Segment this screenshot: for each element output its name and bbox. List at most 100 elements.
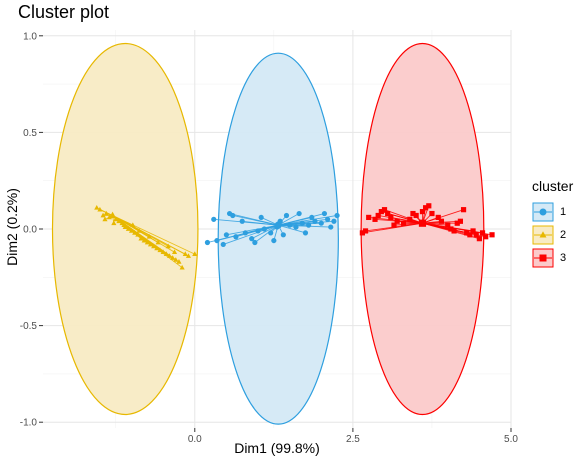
x-tick-label: 2.5: [346, 434, 360, 445]
y-tick-label: 1.0: [23, 31, 37, 42]
point-cluster-2: [185, 253, 192, 258]
point-cluster-2: [94, 204, 100, 210]
point-cluster-2: [163, 251, 169, 256]
point-cluster-3: [448, 226, 454, 232]
legend-item-1: 1: [532, 200, 573, 223]
point-cluster-3: [400, 220, 407, 226]
cluster-ellipses: [51, 42, 485, 425]
point-cluster-1: [255, 228, 261, 234]
legend-label-1: 1: [560, 205, 567, 218]
point-cluster-2: [155, 239, 161, 245]
point-cluster-2: [173, 257, 179, 262]
point-cluster-3: [362, 228, 369, 234]
legend-key-2: [532, 225, 554, 244]
point-cluster-3: [378, 209, 384, 215]
spoke-1: [278, 224, 306, 234]
axis-ticks: [39, 35, 512, 432]
point-cluster-3: [375, 212, 381, 219]
point-cluster-2: [171, 249, 178, 255]
point-cluster-2: [136, 228, 142, 233]
point-cluster-1: [306, 222, 312, 228]
point-cluster-3: [479, 230, 486, 236]
point-cluster-1: [334, 212, 340, 219]
centroid-cluster-3: [418, 219, 427, 227]
point-cluster-3: [423, 205, 429, 211]
legend-key-marker: [539, 208, 547, 215]
point-cluster-3: [385, 210, 391, 217]
point-cluster-3: [483, 234, 489, 240]
point-cluster-2: [147, 241, 154, 247]
point-cluster-3: [359, 230, 365, 236]
point-cluster-1: [324, 216, 331, 222]
chart-title: Cluster plot: [18, 2, 110, 22]
point-cluster-3: [438, 218, 445, 224]
x-axis-label: Dim1 (99.8%): [234, 440, 320, 456]
point-cluster-2: [154, 245, 160, 251]
point-cluster-3: [457, 218, 464, 224]
point-cluster-1: [204, 239, 211, 246]
point-cluster-1: [309, 214, 315, 221]
legend-key-1: [532, 202, 554, 221]
cluster-centroids: [109, 211, 427, 229]
point-cluster-1: [258, 214, 264, 221]
point-cluster-1: [280, 232, 286, 238]
legend-item-2: 2: [532, 223, 573, 246]
point-cluster-2: [165, 243, 171, 249]
spoke-2: [112, 215, 175, 253]
point-cluster-3: [394, 218, 400, 224]
point-cluster-1: [220, 241, 226, 248]
point-cluster-2: [121, 222, 127, 228]
point-cluster-1: [249, 236, 255, 242]
point-cluster-3: [473, 232, 479, 238]
point-cluster-1: [214, 237, 220, 244]
point-cluster-2: [102, 216, 108, 222]
point-cluster-2: [103, 210, 109, 216]
legend-label-2: 2: [560, 228, 567, 241]
cluster-ellipse-3: [360, 42, 485, 416]
point-cluster-2: [160, 249, 166, 255]
point-cluster-2: [97, 206, 103, 212]
centroid-cluster-2: [109, 211, 117, 219]
point-cluster-1: [283, 212, 290, 219]
cluster-ellipse-2: [51, 42, 199, 416]
point-cluster-2: [128, 228, 135, 233]
spoke-1: [278, 213, 325, 226]
legend-key-marker: [539, 230, 547, 238]
point-cluster-3: [489, 232, 495, 238]
point-cluster-1: [223, 232, 230, 238]
y-tick-label: -1.0: [20, 418, 38, 429]
point-cluster-3: [391, 222, 397, 228]
point-cluster-3: [366, 214, 372, 221]
point-cluster-2: [192, 251, 198, 256]
point-cluster-3: [476, 236, 482, 242]
point-cluster-1: [328, 224, 334, 230]
point-cluster-3: [464, 230, 470, 236]
point-cluster-2: [146, 233, 152, 239]
point-cluster-2: [116, 218, 122, 224]
point-cluster-2: [141, 237, 147, 243]
spoke-3: [422, 209, 464, 224]
point-cluster-1: [299, 220, 305, 226]
point-cluster-3: [445, 222, 451, 228]
legend-title: cluster: [532, 178, 574, 194]
point-cluster-3: [451, 228, 457, 234]
point-cluster-1: [287, 222, 293, 228]
point-cluster-3: [454, 220, 460, 226]
point-cluster-3: [429, 210, 435, 217]
point-cluster-3: [419, 209, 426, 215]
point-cluster-2: [111, 220, 117, 226]
y-axis-label: Dim2 (0.2%): [4, 188, 20, 266]
point-cluster-1: [242, 230, 248, 236]
point-cluster-2: [106, 214, 112, 220]
point-cluster-3: [435, 214, 441, 221]
spoke-1: [242, 220, 279, 226]
legend-key-3: [532, 248, 554, 267]
centroid-cluster-1: [274, 221, 282, 229]
point-cluster-2: [157, 247, 163, 253]
point-cluster-1: [296, 210, 302, 217]
legend: cluster 1 2 3: [532, 178, 573, 269]
point-cluster-2: [170, 255, 176, 260]
tick-labels: 0.0 2.5 5.0 -1.0 -0.5 0.0 0.5 1.0: [20, 31, 519, 445]
point-cluster-2: [125, 226, 131, 231]
point-cluster-2: [135, 231, 141, 237]
